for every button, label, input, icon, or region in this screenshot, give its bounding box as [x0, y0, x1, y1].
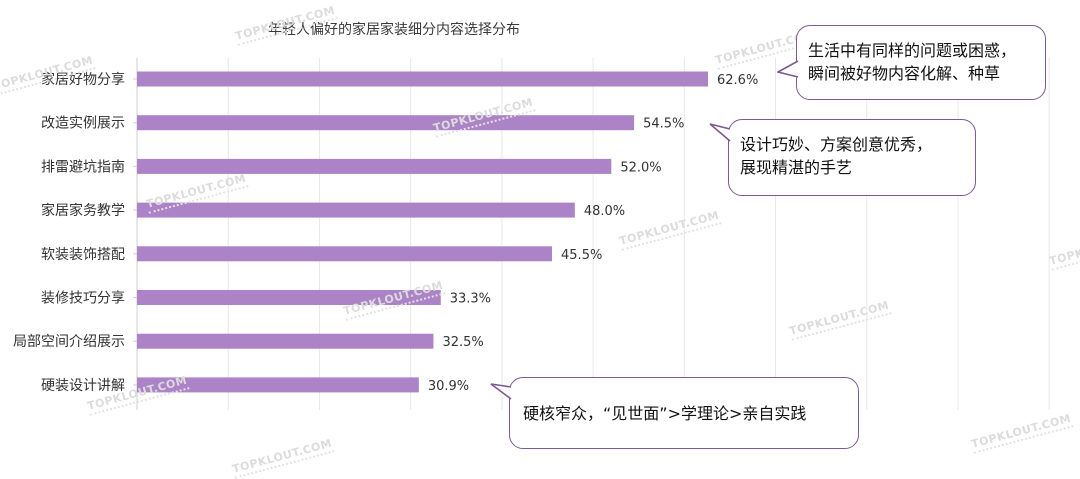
category-label: 装修技巧分享 — [41, 290, 125, 307]
callout-favorite-items: 生活中有同样的问题或困惑， 瞬间被好物内容化解、种草 — [777, 25, 1046, 100]
callout-line: 瞬间被好物内容化解、种草 — [808, 64, 1001, 83]
bar — [137, 202, 575, 218]
bar — [137, 158, 612, 174]
chart-title: 年轻人偏好的家居家装细分内容选择分布 — [268, 21, 520, 38]
category-label: 改造实例展示 — [41, 116, 125, 132]
callout-renovation-cases: 设计巧妙、方案创意优秀， 展现精湛的手艺 — [709, 119, 976, 196]
value-label: 52.0% — [620, 160, 661, 175]
category-label: 家居好物分享 — [41, 71, 125, 88]
callout-line: 硬核窄众，“见世面”>学理论>亲自实践 — [523, 404, 807, 423]
value-labels: 62.6% 54.5% 52.0% 48.0% 45.5% 33.3% 32.5% 30.9% — [428, 73, 758, 394]
category-label: 家居家务教学 — [41, 202, 125, 219]
value-label: 33.3% — [450, 292, 491, 307]
callout-line: 展现精湛的手艺 — [740, 158, 853, 177]
bar — [137, 115, 635, 131]
value-label: 45.5% — [561, 248, 602, 263]
bar — [137, 246, 553, 262]
category-labels: 家居好物分享改造实例展示排雷避坑指南家居家务教学软装装饰搭配装修技巧分享局部空间… — [13, 71, 137, 394]
bar — [137, 333, 434, 349]
bar — [137, 71, 708, 87]
callout-pointer — [777, 60, 799, 78]
category-label: 硬装设计讲解 — [41, 378, 125, 394]
callout-line: 设计巧妙、方案创意优秀， — [740, 135, 933, 154]
category-label: 软装装饰搭配 — [41, 247, 125, 263]
value-label: 32.5% — [442, 335, 483, 350]
bars — [137, 71, 708, 393]
value-label: 54.5% — [643, 117, 684, 132]
callout-pointer — [709, 123, 731, 142]
callout-pointer — [490, 383, 512, 400]
callout-line: 生活中有同样的问题或困惑， — [808, 41, 1017, 60]
value-label: 48.0% — [584, 204, 625, 219]
bar — [137, 290, 441, 305]
bar — [137, 377, 419, 393]
callout-hard-design: 硬核窄众，“见世面”>学理论>亲自实践 — [490, 377, 859, 449]
value-label: 62.6% — [717, 73, 758, 88]
category-label: 排雷避坑指南 — [41, 159, 125, 175]
value-label: 30.9% — [428, 379, 469, 394]
category-label: 局部空间介绍展示 — [13, 334, 125, 350]
